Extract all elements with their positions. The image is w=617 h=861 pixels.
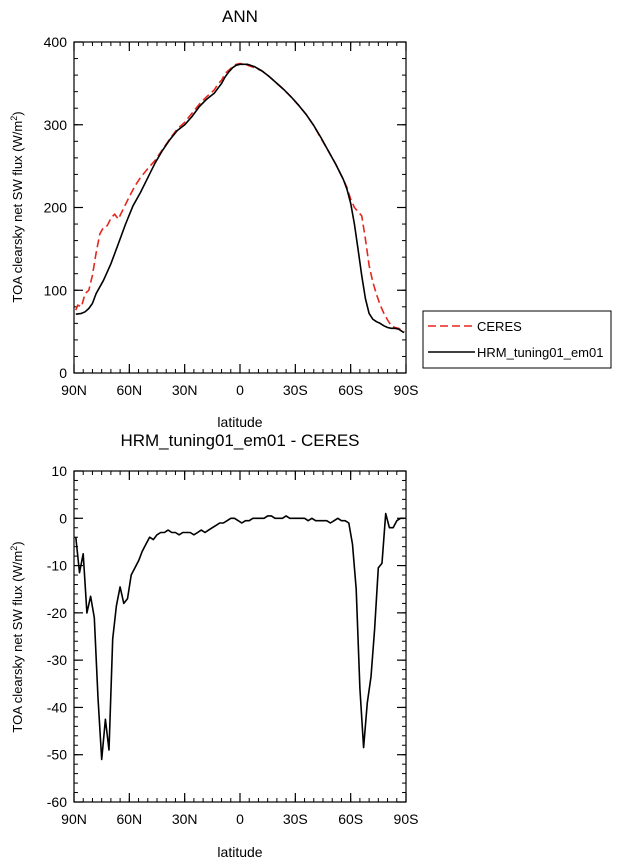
bottom-panel: HRM_tuning01_em01 - CERES TOA clearsky n… bbox=[9, 431, 418, 860]
x-tick-label: 90N bbox=[61, 811, 87, 827]
y-tick-label: 0 bbox=[59, 510, 67, 526]
x-tick-label: 60S bbox=[338, 382, 363, 398]
bottom-chart-frame bbox=[73, 470, 407, 803]
legend: CERES HRM_tuning01_em01 bbox=[422, 310, 612, 369]
bottom-chart-y-axis-label: TOA clearsky net SW flux (W/m2) bbox=[9, 541, 25, 732]
label-tail: ) bbox=[10, 541, 25, 545]
x-tick-label: 90N bbox=[61, 382, 87, 398]
top-chart-series bbox=[75, 62, 405, 334]
superscript: 2 bbox=[9, 546, 19, 551]
series-line-ceres bbox=[75, 62, 405, 333]
legend-label-ceres: CERES bbox=[477, 319, 522, 334]
x-tick-label: 30S bbox=[283, 382, 308, 398]
top-chart-y-axis-label: TOA clearsky net SW flux (W/m2) bbox=[9, 111, 25, 302]
bottom-chart-title: HRM_tuning01_em01 - CERES bbox=[120, 431, 359, 450]
x-tick-label: 0 bbox=[236, 382, 244, 398]
x-tick-label: 60N bbox=[116, 382, 142, 398]
bottom-chart-ticks: 90N 60N 30N 0 30S 60S 90S -60 -50 -40 -30 -20 -10 0 10 bbox=[47, 463, 419, 827]
y-tick-label: -60 bbox=[47, 794, 67, 810]
superscript: 2 bbox=[9, 116, 19, 121]
bottom-chart-x-axis-label: latitude bbox=[217, 844, 262, 860]
top-chart-frame bbox=[73, 41, 407, 374]
y-tick-label: 100 bbox=[44, 282, 68, 298]
legend-label-model: HRM_tuning01_em01 bbox=[477, 345, 603, 360]
y-tick-label: -30 bbox=[47, 652, 67, 668]
y-tick-label: -10 bbox=[47, 558, 67, 574]
y-tick-label: 200 bbox=[44, 200, 68, 216]
y-tick-label: 0 bbox=[59, 365, 67, 381]
top-panel: ANN TOA clearsky net SW flux (W/m2) lati… bbox=[9, 7, 612, 430]
y-tick-label: -20 bbox=[47, 605, 67, 621]
series-line-model-difference bbox=[75, 512, 405, 761]
y-tick-label: -40 bbox=[47, 699, 67, 715]
y-tick-label: 10 bbox=[51, 463, 67, 479]
top-chart-ticks: 90N 60N 30N 0 30S 60S 90S 0 100 200 300 400 bbox=[44, 34, 419, 398]
y-tick-label: 300 bbox=[44, 117, 68, 133]
x-tick-label: 30S bbox=[283, 811, 308, 827]
bottom-chart-series bbox=[75, 512, 405, 761]
series-line-model bbox=[75, 63, 405, 334]
x-tick-label: 0 bbox=[236, 811, 244, 827]
label-tail: ) bbox=[10, 111, 25, 115]
legend-box bbox=[422, 310, 612, 369]
x-tick-label: 90S bbox=[394, 382, 419, 398]
x-tick-label: 60S bbox=[338, 811, 363, 827]
x-tick-label: 30N bbox=[172, 811, 198, 827]
x-tick-label: 90S bbox=[394, 811, 419, 827]
top-chart-x-axis-label: latitude bbox=[217, 414, 262, 430]
top-chart-title: ANN bbox=[222, 7, 258, 26]
y-tick-label: -50 bbox=[47, 747, 67, 763]
y-tick-label: 400 bbox=[44, 34, 68, 50]
x-tick-label: 30N bbox=[172, 382, 198, 398]
x-tick-label: 60N bbox=[116, 811, 142, 827]
